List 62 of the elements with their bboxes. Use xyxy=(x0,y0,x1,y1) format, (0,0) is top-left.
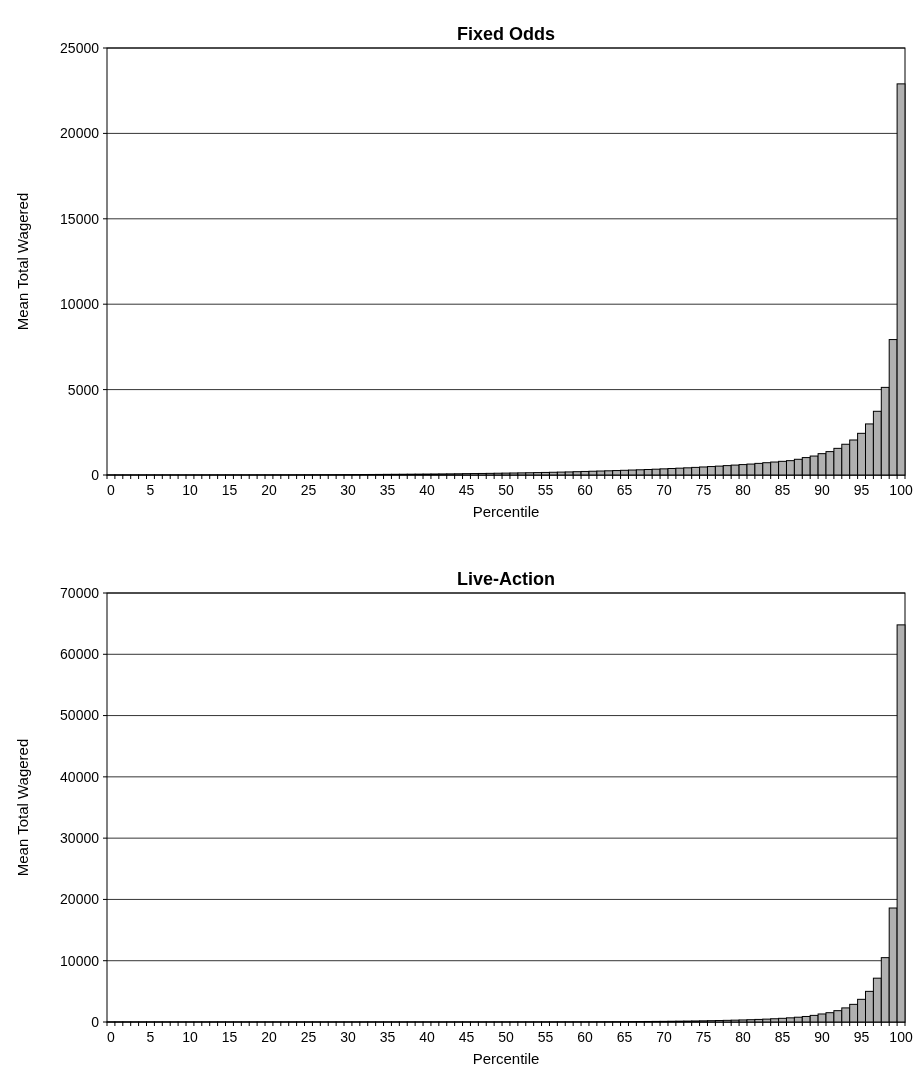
x-tick-label: 50 xyxy=(498,482,514,498)
chart-title: Fixed Odds xyxy=(456,24,556,44)
y-tick-label: 70000 xyxy=(60,584,100,601)
x-tick-label: 95 xyxy=(853,482,870,498)
y-tick-label: 30000 xyxy=(60,830,100,847)
x-tick-label: 0 xyxy=(107,1029,116,1045)
y-tick-label: 60000 xyxy=(60,646,100,663)
y-tick-label: 0 xyxy=(91,1013,100,1030)
x-tick-label: 20 xyxy=(261,1029,277,1045)
x-tick-label: 5 xyxy=(146,482,155,498)
x-tick-label: 90 xyxy=(814,1029,831,1045)
x-tick-label: 20 xyxy=(261,482,277,498)
x-tick-label: 25 xyxy=(300,482,317,498)
x-tick-label: 0 xyxy=(107,482,116,498)
x-tick-label: 40 xyxy=(419,482,435,498)
y-tick-label: 10000 xyxy=(60,952,100,969)
x-tick-label: 45 xyxy=(458,1029,475,1045)
y-axis-title: Mean Total Wagered xyxy=(14,738,31,877)
x-tick-label: 5 xyxy=(146,1029,155,1045)
x-axis-title: Percentile xyxy=(472,1050,540,1067)
x-tick-label: 60 xyxy=(577,1029,594,1045)
y-tick-label: 10000 xyxy=(60,296,100,313)
x-tick-label: 75 xyxy=(695,482,712,498)
x-tick-label: 10 xyxy=(182,1029,198,1045)
x-tick-label: 30 xyxy=(340,482,356,498)
x-tick-label: 70 xyxy=(656,1029,673,1045)
x-tick-label: 65 xyxy=(616,1029,633,1045)
x-axis-title: Percentile xyxy=(472,503,540,520)
y-tick-label: 25000 xyxy=(60,39,100,56)
x-tick-label: 85 xyxy=(774,482,791,498)
y-axis-title: Mean Total Wagered xyxy=(14,192,31,331)
x-tick-label: 70 xyxy=(656,482,673,498)
y-tick-label: 0 xyxy=(91,466,100,483)
x-tick-label: 85 xyxy=(774,1029,791,1045)
x-tick-label: 40 xyxy=(419,1029,435,1045)
y-tick-label: 40000 xyxy=(60,768,100,785)
x-tick-label: 15 xyxy=(221,482,238,498)
x-tick-label: 100 xyxy=(889,1029,913,1045)
x-tick-label: 80 xyxy=(735,482,752,498)
x-tick-label: 95 xyxy=(853,1029,870,1045)
x-tick-label: 60 xyxy=(577,482,594,498)
x-tick-label: 55 xyxy=(537,482,554,498)
x-tick-label: 75 xyxy=(695,1029,712,1045)
y-tick-label: 20000 xyxy=(60,125,100,142)
x-tick-label: 10 xyxy=(182,482,198,498)
x-tick-label: 35 xyxy=(379,482,396,498)
y-tick-label: 20000 xyxy=(60,891,100,908)
x-tick-label: 55 xyxy=(537,1029,554,1045)
x-tick-label: 45 xyxy=(458,482,475,498)
x-tick-label: 80 xyxy=(735,1029,752,1045)
x-tick-label: 35 xyxy=(379,1029,396,1045)
y-tick-label: 5000 xyxy=(67,381,100,398)
y-tick-label: 50000 xyxy=(60,707,100,724)
x-tick-label: 65 xyxy=(616,482,633,498)
x-tick-label: 50 xyxy=(498,1029,514,1045)
chart-title: Live-Action xyxy=(456,569,556,589)
x-tick-label: 30 xyxy=(340,1029,356,1045)
x-tick-label: 100 xyxy=(889,482,913,498)
x-tick-label: 15 xyxy=(221,1029,238,1045)
x-tick-label: 25 xyxy=(300,1029,317,1045)
x-tick-label: 90 xyxy=(814,482,831,498)
y-tick-label: 15000 xyxy=(60,210,100,227)
